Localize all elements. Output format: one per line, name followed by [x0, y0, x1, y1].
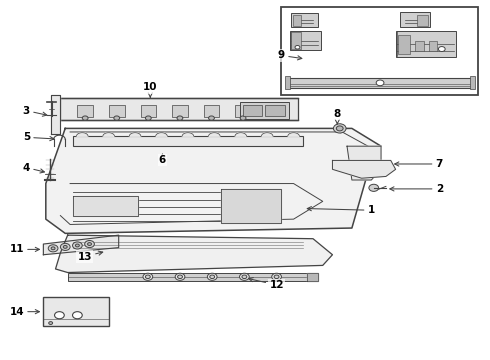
Polygon shape [46, 129, 381, 233]
Circle shape [336, 126, 343, 131]
Polygon shape [288, 133, 299, 136]
Text: 9: 9 [278, 50, 302, 60]
Circle shape [114, 116, 120, 120]
Circle shape [439, 46, 445, 51]
Circle shape [75, 244, 79, 247]
Circle shape [295, 45, 300, 49]
FancyBboxPatch shape [281, 8, 478, 95]
FancyBboxPatch shape [293, 14, 301, 26]
Polygon shape [76, 133, 88, 136]
Circle shape [210, 275, 215, 279]
Polygon shape [129, 133, 141, 136]
Polygon shape [182, 133, 194, 136]
Circle shape [49, 321, 52, 324]
Circle shape [175, 273, 185, 280]
Polygon shape [50, 95, 60, 134]
FancyBboxPatch shape [415, 41, 424, 51]
FancyBboxPatch shape [429, 41, 438, 51]
FancyBboxPatch shape [470, 76, 475, 89]
FancyBboxPatch shape [240, 102, 289, 119]
FancyBboxPatch shape [243, 105, 262, 116]
Polygon shape [220, 189, 281, 223]
Circle shape [177, 116, 183, 120]
Polygon shape [60, 98, 298, 120]
Polygon shape [347, 146, 381, 180]
FancyBboxPatch shape [77, 104, 93, 117]
Circle shape [177, 275, 182, 279]
FancyBboxPatch shape [68, 273, 308, 282]
FancyBboxPatch shape [400, 12, 430, 27]
Text: 8: 8 [334, 109, 341, 124]
FancyBboxPatch shape [204, 104, 219, 117]
Polygon shape [307, 273, 318, 282]
FancyBboxPatch shape [285, 76, 290, 89]
Polygon shape [103, 133, 115, 136]
Circle shape [242, 275, 247, 279]
Polygon shape [261, 133, 273, 136]
FancyBboxPatch shape [235, 104, 251, 117]
Text: 14: 14 [9, 307, 39, 317]
FancyBboxPatch shape [172, 104, 188, 117]
FancyBboxPatch shape [73, 136, 303, 146]
Circle shape [274, 275, 279, 279]
Circle shape [51, 247, 55, 250]
FancyBboxPatch shape [290, 31, 321, 50]
Circle shape [272, 273, 281, 280]
Polygon shape [209, 133, 220, 136]
Circle shape [376, 80, 384, 86]
Circle shape [73, 312, 82, 319]
Text: 6: 6 [159, 154, 166, 166]
Circle shape [240, 116, 246, 120]
FancyBboxPatch shape [289, 77, 471, 88]
FancyBboxPatch shape [44, 297, 109, 326]
Polygon shape [55, 235, 332, 273]
Text: 7: 7 [394, 159, 443, 169]
Polygon shape [332, 161, 395, 178]
Circle shape [63, 246, 67, 248]
Circle shape [369, 184, 379, 192]
FancyBboxPatch shape [141, 104, 156, 117]
Text: 2: 2 [390, 184, 443, 194]
FancyBboxPatch shape [417, 14, 428, 26]
Text: 13: 13 [77, 251, 103, 261]
Circle shape [240, 273, 249, 280]
Circle shape [209, 116, 215, 120]
Text: 5: 5 [23, 132, 54, 142]
Circle shape [60, 243, 70, 251]
Circle shape [73, 242, 82, 249]
FancyBboxPatch shape [398, 35, 410, 54]
Text: 12: 12 [249, 278, 284, 290]
Circle shape [54, 312, 64, 319]
Polygon shape [44, 235, 119, 255]
Text: 11: 11 [9, 244, 39, 255]
Circle shape [207, 273, 217, 280]
FancyBboxPatch shape [109, 104, 124, 117]
Text: 1: 1 [307, 205, 375, 215]
Circle shape [48, 245, 58, 252]
Circle shape [143, 273, 153, 280]
Text: 4: 4 [23, 163, 45, 173]
FancyBboxPatch shape [291, 32, 301, 49]
FancyBboxPatch shape [291, 13, 318, 27]
Polygon shape [73, 196, 138, 216]
Circle shape [146, 116, 151, 120]
Polygon shape [235, 133, 246, 136]
Circle shape [82, 116, 88, 120]
FancyBboxPatch shape [266, 105, 285, 116]
FancyBboxPatch shape [395, 31, 456, 57]
Circle shape [88, 243, 92, 246]
Circle shape [146, 275, 150, 279]
Text: 10: 10 [143, 82, 157, 97]
Circle shape [85, 240, 95, 248]
Polygon shape [156, 133, 167, 136]
Text: 3: 3 [23, 105, 47, 116]
Circle shape [333, 124, 346, 133]
